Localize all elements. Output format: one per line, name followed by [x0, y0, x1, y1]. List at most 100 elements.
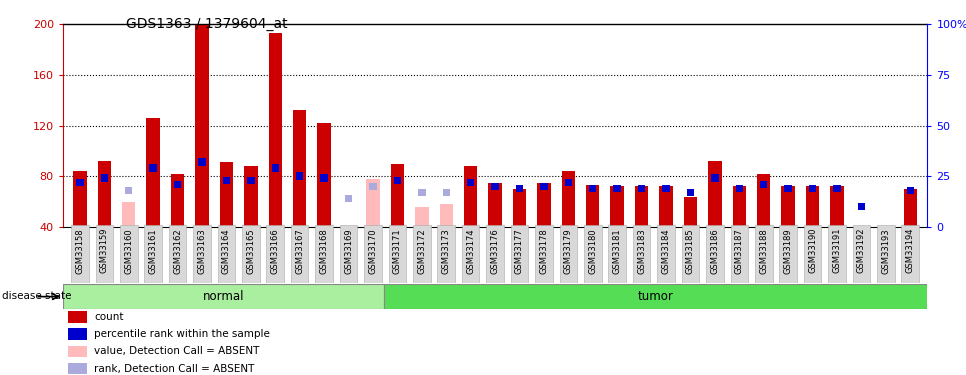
Bar [834, 184, 840, 192]
Bar [247, 177, 254, 184]
Bar [68, 311, 87, 323]
Bar [708, 161, 722, 227]
FancyBboxPatch shape [486, 225, 504, 283]
Bar [390, 164, 404, 227]
FancyBboxPatch shape [755, 225, 773, 283]
Bar [293, 110, 306, 227]
Text: count: count [95, 312, 124, 322]
Text: GSM33160: GSM33160 [125, 228, 133, 273]
FancyBboxPatch shape [877, 225, 895, 283]
Text: GSM33190: GSM33190 [809, 228, 817, 273]
Text: GSM33168: GSM33168 [320, 228, 328, 274]
Bar [394, 177, 401, 184]
Text: GSM33186: GSM33186 [710, 228, 720, 274]
Text: GSM33185: GSM33185 [686, 228, 695, 273]
Bar [122, 202, 135, 227]
Text: GSM33187: GSM33187 [735, 228, 744, 274]
Text: GSM33165: GSM33165 [246, 228, 255, 273]
FancyBboxPatch shape [193, 225, 211, 283]
Text: GSM33158: GSM33158 [75, 228, 84, 273]
Text: GSM33193: GSM33193 [881, 228, 891, 273]
Text: GSM33184: GSM33184 [662, 228, 670, 273]
Bar [784, 184, 792, 192]
Text: GSM33166: GSM33166 [270, 228, 280, 274]
FancyBboxPatch shape [267, 225, 284, 283]
Bar [198, 158, 206, 166]
Bar [660, 186, 672, 227]
Text: GSM33161: GSM33161 [149, 228, 157, 273]
Bar [687, 189, 695, 196]
FancyBboxPatch shape [804, 225, 821, 283]
Bar [345, 195, 353, 202]
Text: value, Detection Call = ABSENT: value, Detection Call = ABSENT [95, 346, 260, 356]
FancyBboxPatch shape [511, 225, 528, 283]
Text: GSM33179: GSM33179 [564, 228, 573, 273]
Bar [638, 184, 645, 192]
Bar [781, 186, 795, 227]
Bar [271, 164, 279, 172]
FancyBboxPatch shape [535, 225, 553, 283]
Text: GSM33183: GSM33183 [638, 228, 646, 274]
Bar [516, 184, 524, 192]
FancyBboxPatch shape [853, 225, 870, 283]
Bar [76, 178, 84, 186]
Bar [150, 164, 156, 172]
Bar [736, 184, 743, 192]
Bar [858, 203, 866, 210]
Text: GSM33163: GSM33163 [197, 228, 207, 274]
FancyBboxPatch shape [364, 225, 382, 283]
Bar [440, 204, 453, 227]
Text: tumor: tumor [638, 290, 673, 303]
FancyBboxPatch shape [438, 225, 455, 283]
Bar [806, 186, 819, 227]
Bar [613, 184, 621, 192]
Bar [418, 189, 425, 196]
Bar [68, 346, 87, 357]
Bar [68, 363, 87, 374]
Bar [831, 186, 843, 227]
Bar [611, 186, 624, 227]
Bar [125, 187, 132, 194]
FancyBboxPatch shape [559, 225, 577, 283]
Bar [369, 183, 377, 190]
FancyBboxPatch shape [169, 225, 186, 283]
Text: disease state: disease state [2, 291, 71, 301]
Bar [489, 183, 501, 227]
Text: percentile rank within the sample: percentile rank within the sample [95, 329, 270, 339]
Bar [415, 207, 429, 227]
Text: GSM33164: GSM33164 [222, 228, 231, 273]
Bar [513, 189, 526, 227]
Text: GSM33176: GSM33176 [491, 228, 499, 274]
Bar [561, 171, 575, 227]
Bar [195, 24, 209, 227]
Bar [219, 162, 233, 227]
FancyBboxPatch shape [780, 225, 797, 283]
FancyBboxPatch shape [242, 225, 260, 283]
Text: GSM33189: GSM33189 [783, 228, 793, 273]
FancyBboxPatch shape [657, 225, 675, 283]
Bar [147, 118, 159, 227]
Bar [467, 178, 474, 186]
Text: rank, Detection Call = ABSENT: rank, Detection Call = ABSENT [95, 364, 255, 374]
Text: GSM33192: GSM33192 [857, 228, 866, 273]
FancyBboxPatch shape [633, 225, 650, 283]
Bar [321, 174, 327, 182]
Text: GSM33172: GSM33172 [417, 228, 426, 273]
Bar [318, 123, 330, 227]
Bar [492, 183, 498, 190]
Text: GSM33180: GSM33180 [588, 228, 597, 273]
FancyBboxPatch shape [706, 225, 724, 283]
Bar [809, 184, 816, 192]
Text: GSM33181: GSM33181 [612, 228, 622, 273]
Text: GSM33171: GSM33171 [393, 228, 402, 273]
FancyBboxPatch shape [144, 225, 162, 283]
Bar [589, 184, 596, 192]
Text: GSM33174: GSM33174 [467, 228, 475, 273]
Text: normal: normal [203, 290, 244, 303]
Bar [711, 174, 719, 182]
Bar [442, 189, 450, 196]
Text: GSM33173: GSM33173 [441, 228, 451, 274]
Bar [244, 166, 258, 227]
FancyBboxPatch shape [340, 225, 357, 283]
FancyBboxPatch shape [388, 225, 406, 283]
